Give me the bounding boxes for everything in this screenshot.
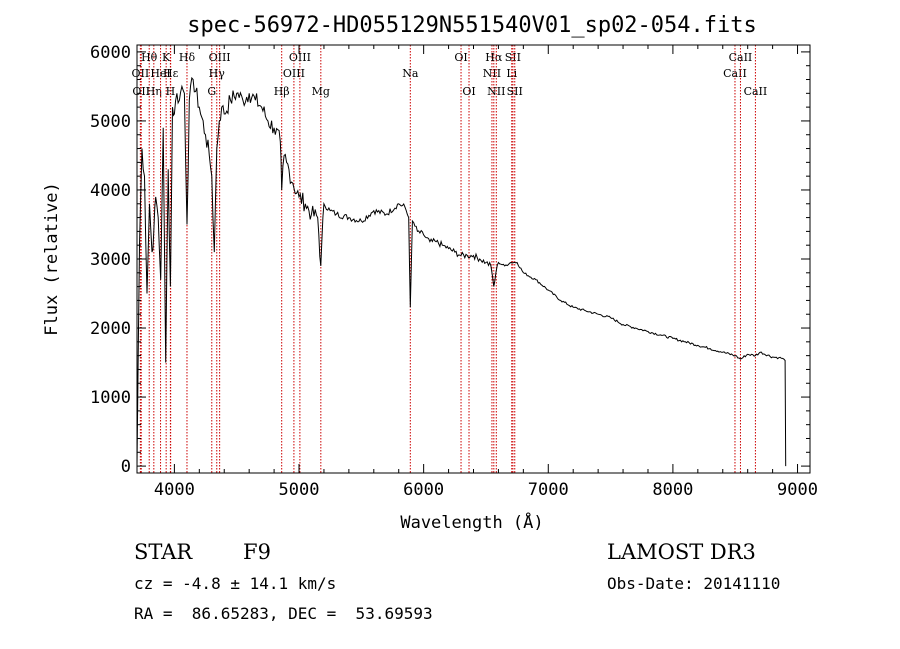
x-tick-label-6000: 6000 [403, 480, 444, 500]
marker-label-21: NII [487, 85, 505, 98]
marker-label-10: Hγ [209, 67, 226, 80]
marker-label-8: Hδ [179, 51, 196, 64]
marker-label-18: OI [462, 85, 475, 98]
y-tick-label-4000: 4000 [90, 181, 131, 201]
marker-label-5: K [162, 51, 171, 64]
marker-label-13: OIII [283, 67, 305, 80]
y-axis-label: Flux (relative) [42, 182, 62, 336]
plot-frame [136, 44, 811, 474]
marker-label-27: CaII [744, 85, 768, 98]
y-tick-label-0: 0 [121, 457, 131, 477]
coords-text: RA = 86.65283, DEC = 53.69593 [134, 604, 433, 623]
x-axis-label: Wavelength (Å) [400, 511, 543, 533]
marker-label-20: Hα [485, 51, 503, 64]
marker-label-11: OIII [209, 51, 231, 64]
marker-label-19: NII [483, 67, 501, 80]
chart-title: spec-56972-HD055129N551540V01_sp02-054.f… [187, 13, 757, 38]
marker-label-22: Li [506, 67, 517, 80]
x-tick-label-9000: 9000 [777, 480, 818, 500]
object-class: STAR [134, 540, 193, 564]
series-group [136, 76, 787, 467]
survey-name: LAMOST DR3 [607, 540, 756, 564]
x-tick-label-8000: 8000 [652, 480, 693, 500]
marker-label-23: SII [505, 51, 521, 64]
axis-ticks: 4000 5000 6000 7000 8000 9000 0 1000 2000 3000 400… [90, 43, 818, 500]
marker-label-25: CaII [723, 67, 747, 80]
marker-label-16: Na [402, 67, 419, 80]
marker-label-14: OIII [289, 51, 311, 64]
marker-label-3: Hη [146, 85, 162, 98]
marker-label-12: Hβ [274, 85, 290, 98]
x-tick-label-4000: 4000 [154, 480, 195, 500]
redshift-text: cz = -4.8 ± 14.1 km/s [134, 574, 337, 593]
y-tick-label-3000: 3000 [90, 250, 131, 270]
line-markers: OIIOIIHθHηHeIKHHεHδGHγOIIIHβOIIIOIIIMgNa… [132, 45, 768, 473]
marker-label-9: G [207, 85, 216, 98]
x-tick-label-5000: 5000 [279, 480, 320, 500]
marker-label-15: Mg [312, 85, 330, 98]
spectrum-line [136, 76, 787, 467]
marker-label-7: Hε [163, 67, 179, 80]
x-tick-label-7000: 7000 [528, 480, 569, 500]
y-tick-label-1000: 1000 [90, 388, 131, 408]
marker-label-0: OII [132, 67, 150, 80]
obs-date-text: Obs-Date: 20141110 [607, 574, 781, 593]
marker-label-24: SII [507, 85, 523, 98]
marker-label-17: OI [454, 51, 467, 64]
spectral-subclass: F9 [243, 540, 271, 564]
y-tick-label-5000: 5000 [90, 112, 131, 132]
marker-label-26: CaII [729, 51, 753, 64]
marker-label-2: Hθ [141, 51, 158, 64]
y-tick-label-2000: 2000 [90, 319, 131, 339]
y-tick-label-6000: 6000 [90, 43, 131, 63]
